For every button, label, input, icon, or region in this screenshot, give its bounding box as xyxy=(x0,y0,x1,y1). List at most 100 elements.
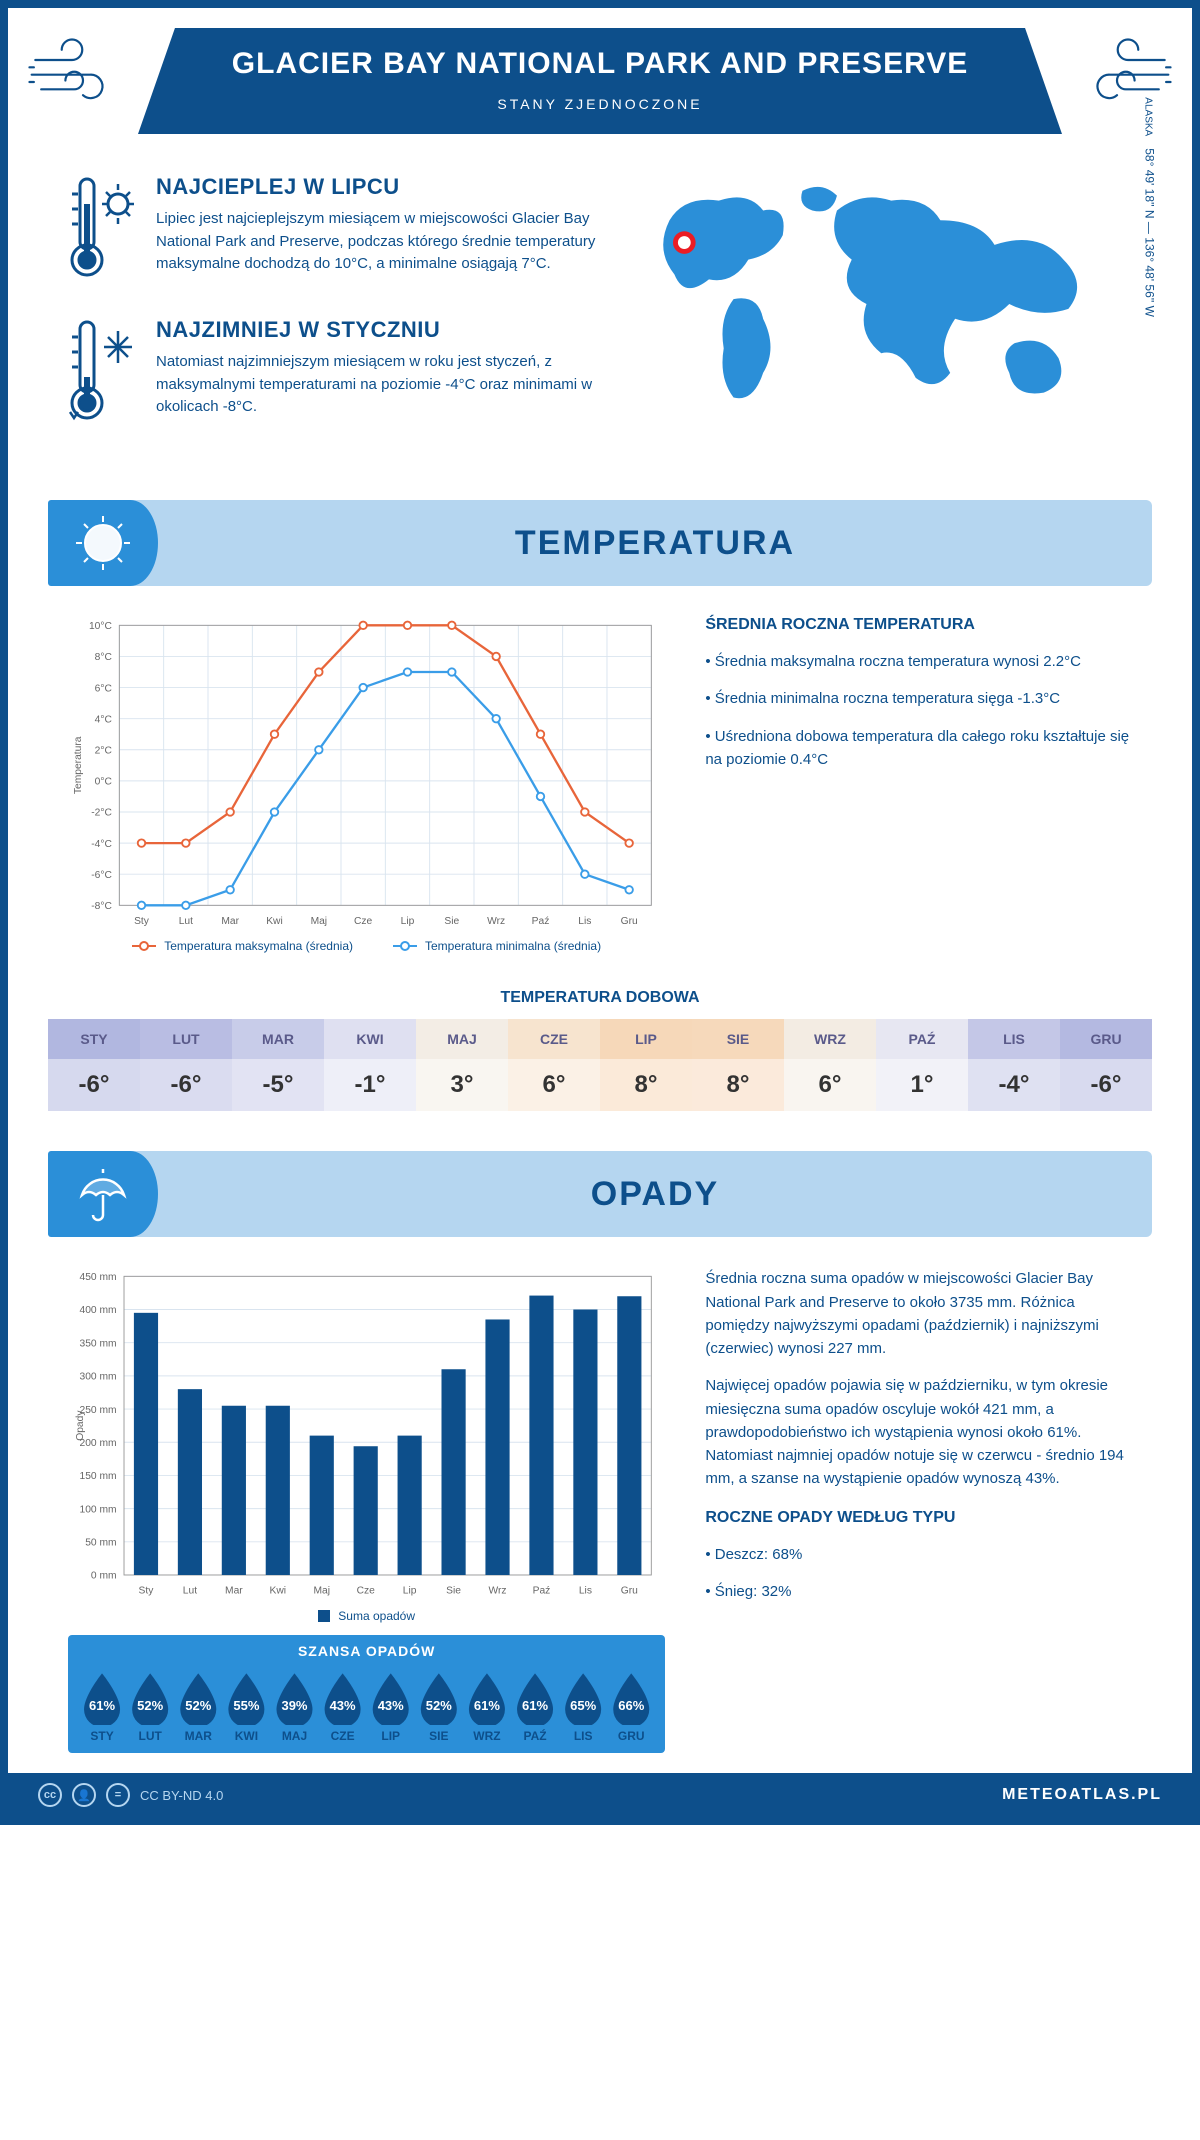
svg-text:Paź: Paź xyxy=(532,916,550,927)
svg-text:Cze: Cze xyxy=(357,1586,376,1597)
daily-temp-header: CZE xyxy=(508,1019,600,1059)
drop-icon: 52% xyxy=(176,1673,220,1725)
daily-temp-value: 6° xyxy=(784,1059,876,1111)
drop-icon: 61% xyxy=(80,1673,124,1725)
svg-text:Paź: Paź xyxy=(533,1586,551,1597)
chance-cell: 43%CZE xyxy=(319,1673,367,1743)
chance-cell: 52%SIE xyxy=(415,1673,463,1743)
svg-text:Lis: Lis xyxy=(579,1586,592,1597)
annual-temp-list: Średnia maksymalna roczna temperatura wy… xyxy=(705,650,1132,771)
page-subtitle: STANY ZJEDNOCZONE xyxy=(178,96,1022,112)
svg-text:Lut: Lut xyxy=(183,1586,197,1597)
chance-cell: 61%PAŹ xyxy=(511,1673,559,1743)
wind-icon-left xyxy=(8,28,158,128)
annual-temp-item: Średnia maksymalna roczna temperatura wy… xyxy=(705,650,1132,673)
daily-temp-header: STY xyxy=(48,1019,140,1059)
svg-text:Wrz: Wrz xyxy=(487,916,505,927)
daily-temp-header: LIS xyxy=(968,1019,1060,1059)
page-title: GLACIER BAY NATIONAL PARK AND PRESERVE xyxy=(178,46,1022,82)
svg-text:Maj: Maj xyxy=(311,916,328,927)
svg-text:Wrz: Wrz xyxy=(489,1586,507,1597)
fact-cold-text: Natomiast najzimniejszym miesiącem w rok… xyxy=(156,351,610,419)
svg-text:Lip: Lip xyxy=(401,916,415,927)
svg-text:Lis: Lis xyxy=(578,916,591,927)
brand-text: METEOATLAS.PL xyxy=(1002,1786,1162,1804)
daily-temp-value: -6° xyxy=(1060,1059,1152,1111)
chance-cell: 61%WRZ xyxy=(463,1673,511,1743)
drop-icon: 65% xyxy=(561,1673,605,1725)
precip-type-list: Deszcz: 68%Śnieg: 32% xyxy=(705,1543,1132,1604)
precip-bar-chart: 0 mm50 mm100 mm150 mm200 mm250 mm300 mm3… xyxy=(68,1267,665,1603)
chance-cell: 61%STY xyxy=(78,1673,126,1743)
daily-temp-value: -1° xyxy=(324,1059,416,1111)
svg-text:100 mm: 100 mm xyxy=(80,1505,117,1516)
chance-cell: 65%LIS xyxy=(559,1673,607,1743)
fact-hot-title: NAJCIEPLEJ W LIPCU xyxy=(156,174,610,200)
svg-text:Mar: Mar xyxy=(221,916,239,927)
daily-temp-value: 8° xyxy=(600,1059,692,1111)
annual-temp-item: Średnia minimalna roczna temperatura się… xyxy=(705,687,1132,710)
title-block: GLACIER BAY NATIONAL PARK AND PRESERVE S… xyxy=(138,28,1062,134)
precip-text-1: Średnia roczna suma opadów w miejscowośc… xyxy=(705,1267,1132,1360)
svg-text:6°C: 6°C xyxy=(95,683,113,694)
daily-temp-header: GRU xyxy=(1060,1019,1152,1059)
precip-type-title: ROCZNE OPADY WEDŁUG TYPU xyxy=(705,1509,1132,1527)
precip-chance-box: SZANSA OPADÓW 61%STY52%LUT52%MAR55%KWI39… xyxy=(68,1635,665,1753)
thermometer-cold-icon xyxy=(68,317,138,432)
svg-text:-6°C: -6°C xyxy=(91,870,112,881)
svg-text:-2°C: -2°C xyxy=(91,808,112,819)
daily-temp-value: 3° xyxy=(416,1059,508,1111)
header-bar: GLACIER BAY NATIONAL PARK AND PRESERVE S… xyxy=(8,8,1192,134)
svg-text:Maj: Maj xyxy=(313,1586,330,1597)
svg-text:Sty: Sty xyxy=(134,916,150,927)
drop-icon: 61% xyxy=(513,1673,557,1725)
svg-text:Gru: Gru xyxy=(621,916,638,927)
svg-text:8°C: 8°C xyxy=(95,652,113,663)
svg-text:Kwi: Kwi xyxy=(266,916,283,927)
svg-text:4°C: 4°C xyxy=(95,714,113,725)
daily-temp-header: MAJ xyxy=(416,1019,508,1059)
temperature-legend: Temperatura maksymalna (średnia) Tempera… xyxy=(68,939,665,953)
svg-text:Sie: Sie xyxy=(444,916,459,927)
daily-temp-value: -4° xyxy=(968,1059,1060,1111)
fact-cold: NAJZIMNIEJ W STYCZNIU Natomiast najzimni… xyxy=(68,317,610,432)
chance-cell: 52%MAR xyxy=(174,1673,222,1743)
svg-text:0 mm: 0 mm xyxy=(91,1571,117,1582)
drop-icon: 55% xyxy=(224,1673,268,1725)
svg-text:Opady: Opady xyxy=(75,1410,86,1441)
svg-text:150 mm: 150 mm xyxy=(80,1471,117,1482)
section-title-temperature: TEMPERATURA xyxy=(158,524,1152,563)
thermometer-hot-icon xyxy=(68,174,138,289)
drop-icon: 43% xyxy=(369,1673,413,1725)
svg-text:2°C: 2°C xyxy=(95,746,113,757)
daily-temp-header: MAR xyxy=(232,1019,324,1059)
fact-cold-title: NAJZIMNIEJ W STYCZNIU xyxy=(156,317,610,343)
daily-temp-header: WRZ xyxy=(784,1019,876,1059)
precip-type-item: Śnieg: 32% xyxy=(705,1580,1132,1603)
svg-text:Mar: Mar xyxy=(225,1586,243,1597)
chance-cell: 66%GRU xyxy=(607,1673,655,1743)
svg-text:Temperatura: Temperatura xyxy=(73,736,84,794)
sun-icon xyxy=(72,512,134,574)
precip-legend: Suma opadów xyxy=(68,1609,665,1623)
chance-cell: 43%LIP xyxy=(367,1673,415,1743)
chance-cell: 55%KWI xyxy=(222,1673,270,1743)
daily-temp-header: KWI xyxy=(324,1019,416,1059)
fact-hot: NAJCIEPLEJ W LIPCU Lipiec jest najcieple… xyxy=(68,174,610,289)
daily-temp-header: SIE xyxy=(692,1019,784,1059)
drop-icon: 61% xyxy=(465,1673,509,1725)
svg-text:Kwi: Kwi xyxy=(270,1586,287,1597)
precip-text-2: Najwięcej opadów pojawia się w październ… xyxy=(705,1374,1132,1490)
svg-text:Lip: Lip xyxy=(403,1586,417,1597)
annual-temp-item: Uśredniona dobowa temperatura dla całego… xyxy=(705,725,1132,772)
daily-temp-value: -6° xyxy=(140,1059,232,1111)
by-icon: 👤 xyxy=(72,1783,96,1807)
drop-icon: 39% xyxy=(272,1673,316,1725)
cc-icon: cc xyxy=(38,1783,62,1807)
daily-temp-value: 6° xyxy=(508,1059,600,1111)
coordinates: ALASKA58° 49' 18'' N — 136° 48' 56'' W xyxy=(1143,97,1157,317)
annual-temp-title: ŚREDNIA ROCZNA TEMPERATURA xyxy=(705,616,1132,634)
chance-title: SZANSA OPADÓW xyxy=(68,1635,665,1667)
umbrella-icon xyxy=(74,1165,132,1223)
temperature-line-chart: -8°C-6°C-4°C-2°C0°C2°C4°C6°C8°C10°CStyLu… xyxy=(68,616,665,933)
